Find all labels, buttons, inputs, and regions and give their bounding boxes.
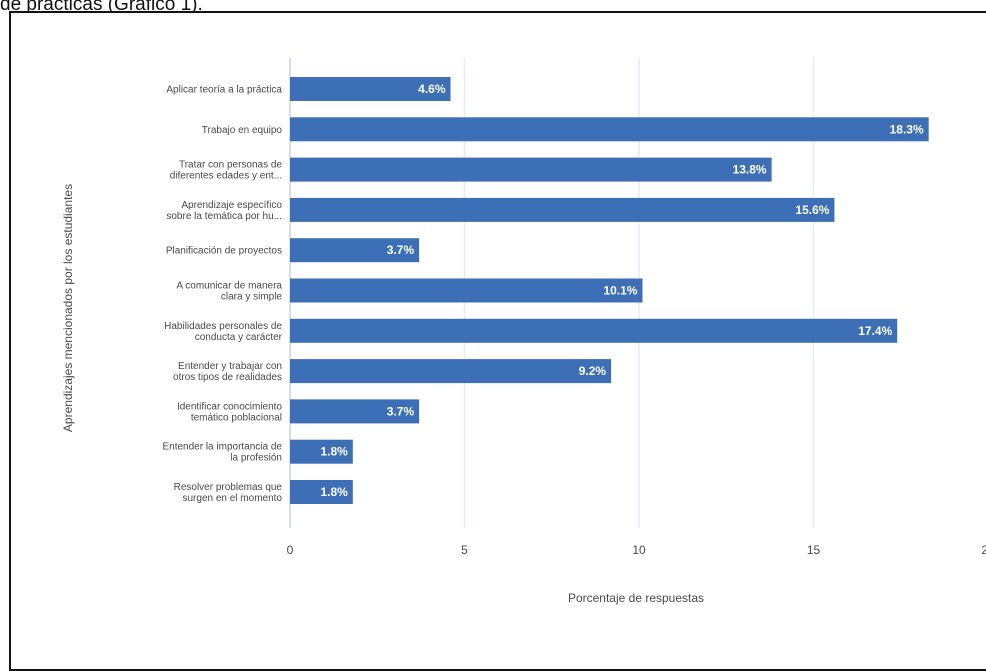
category-label: Planificación de proyectos — [166, 246, 282, 257]
bar — [290, 197, 835, 222]
bar — [290, 117, 929, 142]
category-label: Entender la importancia de la profesión — [162, 442, 282, 464]
bar — [290, 318, 898, 343]
bars: 4.6% 18.3% 13.8% 15.6% 3.7% 10.1% 17.4% 9.2% 3.7… — [290, 77, 929, 504]
bar-value-label: 1.8% — [320, 485, 348, 499]
bar-value-label: 15.6% — [795, 203, 829, 217]
category-label: Entender y trabajar con otros tipos de re… — [173, 361, 282, 383]
category-label: Habilidades personales de conducta y cará… — [164, 321, 283, 343]
bar — [290, 359, 612, 384]
bar-value-label: 18.3% — [890, 122, 924, 136]
bar — [290, 77, 451, 101]
bar-value-label: 4.6% — [418, 82, 446, 96]
category-label: A comunicar de manera clara y simple — [176, 281, 282, 303]
category-label: Trabajo en equipo — [202, 125, 283, 136]
bar — [290, 399, 420, 424]
x-tick-label: 15 — [807, 543, 821, 557]
category-label: Aplicar teoría a la práctica — [166, 85, 282, 96]
bar-value-label: 10.1% — [603, 284, 637, 298]
x-tick-label: 0 — [287, 543, 294, 557]
x-axis-title: Porcentaje de respuestas — [568, 591, 704, 605]
x-tick-label: 10 — [632, 543, 646, 557]
y-axis-title: Aprendizajes mencionados por los estudia… — [61, 184, 75, 432]
x-tick-label: 20 — [981, 543, 986, 557]
bar — [290, 238, 420, 263]
bar-value-label: 17.4% — [858, 324, 892, 338]
category-label: Resolver problemas que surgen en el momen… — [174, 482, 283, 504]
bar-chart: 4.6% 18.3% 13.8% 15.6% 3.7% 10.1% 17.4% 9.2% 3.7… — [61, 58, 986, 605]
bar-value-label: 1.8% — [320, 445, 348, 459]
bar-value-label: 13.8% — [733, 163, 767, 177]
bar — [290, 157, 772, 182]
bar-value-label: 3.7% — [387, 243, 415, 257]
bar — [290, 480, 353, 504]
x-tick-labels: 0 5 10 15 20 — [287, 543, 986, 557]
category-label: Identificar conocimiento temático poblaci… — [177, 401, 282, 423]
bar — [290, 278, 643, 303]
bar-value-label: 3.7% — [387, 404, 415, 418]
bar — [290, 439, 353, 464]
bar-value-label: 9.2% — [579, 364, 607, 378]
x-tick-label: 5 — [461, 543, 468, 557]
category-labels: Aplicar teoría a la práctica Trabajo en e… — [162, 85, 282, 505]
category-label: Aprendizaje específico sobre la temática … — [166, 200, 282, 222]
category-label: Tratar con personas de diferentes edades … — [170, 160, 283, 182]
